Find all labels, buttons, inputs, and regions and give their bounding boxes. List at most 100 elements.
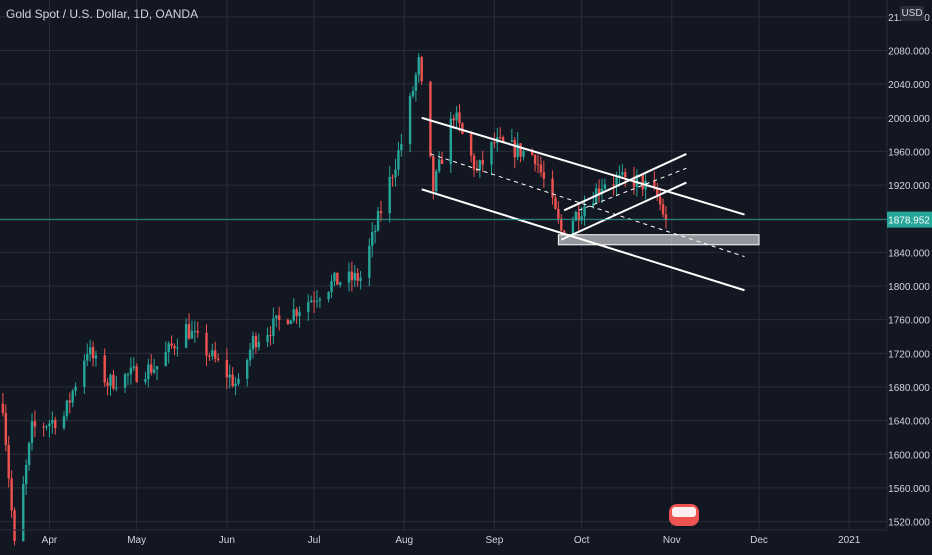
candle-body bbox=[653, 180, 656, 189]
candle-body bbox=[155, 366, 159, 370]
trendline-rising-upper[interactable] bbox=[563, 153, 687, 212]
time-tick-label: Aug bbox=[395, 535, 413, 546]
candle-body bbox=[510, 140, 514, 142]
candle-body bbox=[516, 143, 519, 158]
candle-body bbox=[531, 150, 534, 156]
time-axis[interactable]: Apr May Jun Jul Aug Sep Oct Nov Dec 2021 bbox=[42, 535, 861, 546]
trendline-rising-mid[interactable] bbox=[578, 167, 687, 211]
candle-body bbox=[603, 184, 607, 189]
candle-body bbox=[522, 150, 525, 157]
candle-body bbox=[600, 188, 604, 194]
trendline-drawings[interactable] bbox=[421, 116, 760, 292]
candle-body bbox=[277, 315, 281, 320]
candle-body bbox=[196, 330, 199, 333]
candle-body bbox=[560, 218, 563, 231]
candle-body bbox=[353, 272, 356, 281]
support-zone-rectangle[interactable] bbox=[557, 234, 760, 246]
candle-body bbox=[388, 177, 391, 214]
candle-body bbox=[205, 332, 208, 356]
candle-body bbox=[74, 386, 77, 391]
candle-body bbox=[356, 272, 359, 281]
price-tick-label: 2080.000 bbox=[888, 46, 930, 57]
candle-body bbox=[481, 160, 484, 165]
candle-body bbox=[144, 379, 147, 382]
candle-body bbox=[449, 118, 452, 164]
candle-body bbox=[368, 245, 371, 278]
candle-body bbox=[333, 272, 336, 282]
candle-body bbox=[493, 142, 496, 144]
candle-body bbox=[583, 206, 586, 217]
logo-mark bbox=[672, 507, 696, 517]
candle-body bbox=[612, 184, 615, 186]
candle-body bbox=[379, 211, 383, 214]
tradingview-logo[interactable] bbox=[669, 504, 699, 526]
candle-body bbox=[536, 164, 540, 166]
candle-body bbox=[309, 300, 313, 303]
symbol-title: Gold Spot / U.S. Dollar, 1D, OANDA bbox=[6, 7, 199, 21]
trendline-channel-upper[interactable] bbox=[421, 116, 745, 216]
candle-body bbox=[266, 335, 269, 343]
candle-body bbox=[62, 416, 66, 429]
candle-body bbox=[103, 355, 106, 383]
candle-body bbox=[295, 309, 298, 316]
trendline-channel-lower[interactable] bbox=[421, 188, 745, 292]
time-tick-label: 2021 bbox=[838, 535, 861, 546]
candle-body bbox=[254, 335, 258, 348]
time-tick-label: Sep bbox=[485, 535, 503, 546]
candle-body bbox=[397, 150, 400, 170]
candle-body bbox=[216, 358, 220, 360]
candle-body bbox=[109, 374, 112, 386]
candle-body bbox=[551, 178, 554, 198]
trendline-channel-mid[interactable] bbox=[430, 153, 745, 258]
price-tick-label: 1640.000 bbox=[888, 417, 930, 428]
candle-body bbox=[42, 426, 45, 428]
price-tick-label: 1800.000 bbox=[888, 282, 930, 293]
candle-body bbox=[330, 281, 333, 293]
candle-body bbox=[269, 335, 272, 337]
candle-body bbox=[472, 155, 476, 170]
candle-body bbox=[225, 359, 229, 378]
price-tick-label: 1920.000 bbox=[888, 181, 930, 192]
candle-body bbox=[211, 350, 214, 357]
candle-body bbox=[452, 118, 455, 121]
candle-body bbox=[411, 90, 415, 97]
candle-body bbox=[88, 347, 92, 355]
trendline-rising-lower[interactable] bbox=[560, 181, 687, 241]
candle-body bbox=[24, 464, 28, 485]
candle-body bbox=[400, 144, 403, 151]
time-tick-label: Nov bbox=[663, 535, 681, 546]
candle-body bbox=[461, 123, 464, 134]
candle-body bbox=[437, 159, 441, 172]
candle-body bbox=[190, 331, 194, 339]
candle-body bbox=[420, 57, 423, 82]
candle-body bbox=[86, 354, 89, 361]
candle-body bbox=[455, 112, 458, 121]
candle-body bbox=[327, 292, 330, 300]
candle-body bbox=[184, 324, 188, 348]
price-tick-label: 1680.000 bbox=[888, 383, 930, 394]
candle-body bbox=[312, 300, 316, 302]
candle-body bbox=[658, 196, 662, 205]
price-tick-label: 1760.000 bbox=[888, 316, 930, 327]
candle-body bbox=[315, 300, 319, 302]
time-tick-label: Jun bbox=[219, 535, 235, 546]
price-tick-label: 1840.000 bbox=[888, 248, 930, 259]
candle-body bbox=[376, 211, 380, 231]
candle-body bbox=[539, 164, 543, 173]
candle-body bbox=[307, 302, 310, 312]
candle-body bbox=[635, 175, 639, 188]
candle-body bbox=[577, 211, 580, 221]
candle-body bbox=[245, 360, 249, 379]
candle-body bbox=[350, 271, 354, 281]
candle-body bbox=[429, 81, 432, 157]
candle-body bbox=[664, 214, 668, 220]
candle-body bbox=[533, 155, 537, 165]
candle-body bbox=[10, 478, 13, 511]
currency-badge[interactable]: USD bbox=[900, 6, 924, 21]
candle-body bbox=[152, 369, 156, 373]
candle-body bbox=[7, 444, 10, 479]
candle-body bbox=[65, 400, 69, 417]
